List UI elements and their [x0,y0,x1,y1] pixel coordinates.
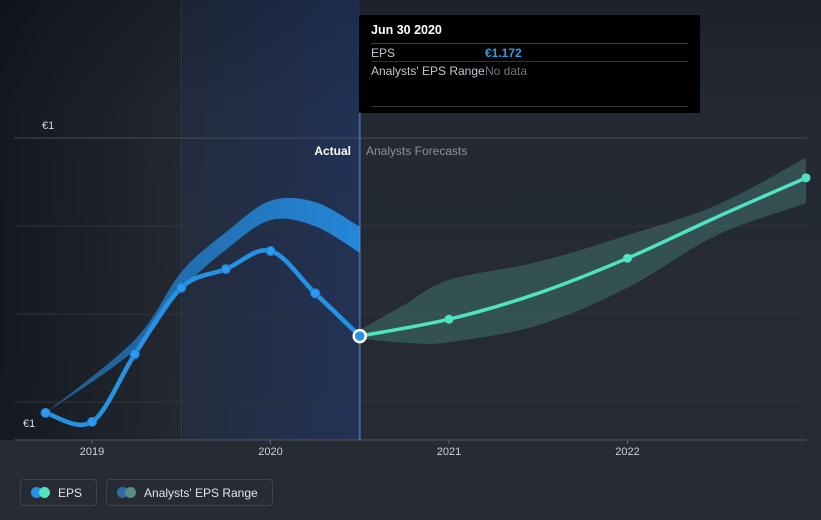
tooltip-eps-value: €1.172 [485,45,522,60]
selected-data-point[interactable] [352,328,367,344]
eps-data-point[interactable] [87,416,97,427]
legend-eps-button[interactable]: EPS [20,479,98,506]
legend-range-label: Analysts' EPS Range [144,485,258,500]
forecast-region-label: Analysts Forecasts [366,144,468,158]
actual-region-label: Actual [314,144,351,158]
data-tooltip: Jun 30 2020 EPS €1.172 Analysts' EPS Ran… [359,15,700,113]
tooltip-range-row: Analysts' EPS Range No data [371,62,688,79]
forecast-eps-line [358,176,808,338]
y-axis-bottom-label: €1 [23,418,36,430]
eps-data-point[interactable] [40,407,51,418]
eps-data-point[interactable] [310,288,321,299]
forecast-data-point[interactable] [801,173,811,183]
eps-data-point[interactable] [265,245,276,256]
x-axis-label-2022: 2022 [615,446,640,458]
forecast-data-point[interactable] [623,253,632,263]
forecast-data-point[interactable] [444,314,454,324]
tooltip-date: Jun 30 2020 [371,15,688,44]
eps-data-point[interactable] [129,349,140,360]
tooltip-divider [371,106,688,107]
tooltip-range-value: No data [485,63,528,78]
range-legend-icon [117,487,137,498]
y-axis-top-label: €1 [42,120,55,132]
x-axis-label-2021: 2021 [436,446,462,458]
eps-legend-icon [31,487,50,498]
x-axis-label-2020: 2020 [258,446,283,458]
chart-legend: EPS Analysts' EPS Range [20,479,273,506]
tooltip-eps-label: EPS [371,45,396,60]
actual-range-band [45,197,360,413]
tooltip-eps-row: EPS €1.172 [371,44,688,62]
tooltip-range-label: Analysts' EPS Range [371,63,485,78]
eps-data-point[interactable] [176,282,187,293]
actual-eps-line [43,248,363,428]
legend-eps-label: EPS [58,485,83,500]
legend-range-button[interactable]: Analysts' EPS Range [106,479,273,506]
eps-chart[interactable] [0,0,821,470]
x-axis-label-2019: 2019 [79,446,105,458]
forecast-range-band [359,157,806,344]
eps-data-point[interactable] [220,264,231,275]
